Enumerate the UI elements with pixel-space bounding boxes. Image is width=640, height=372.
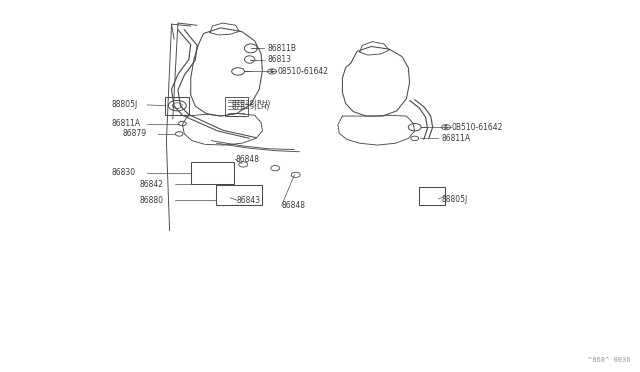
Text: 86811A: 86811A	[112, 119, 141, 128]
Bar	[419, 187, 445, 205]
Text: 88805J: 88805J	[112, 100, 138, 109]
Text: 86830: 86830	[112, 169, 136, 177]
Text: 86848: 86848	[282, 201, 306, 210]
Bar	[165, 97, 189, 115]
Text: 86848: 86848	[236, 155, 260, 164]
Bar	[225, 97, 248, 116]
Text: 86811B: 86811B	[268, 44, 296, 53]
Text: 86880: 86880	[140, 196, 164, 205]
Text: S: S	[270, 69, 274, 74]
Bar	[216, 185, 262, 205]
Text: 88805J: 88805J	[442, 195, 468, 203]
Text: 86843: 86843	[237, 196, 261, 205]
Text: 87828(RH): 87828(RH)	[232, 99, 271, 106]
Text: 86842: 86842	[140, 180, 164, 189]
Text: 86813: 86813	[268, 55, 292, 64]
Text: 08510-61642: 08510-61642	[278, 67, 329, 76]
Bar	[191, 162, 234, 184]
Text: 0B510-61642: 0B510-61642	[452, 123, 503, 132]
Text: 87829(LH): 87829(LH)	[232, 104, 270, 110]
Text: S: S	[444, 125, 448, 130]
Text: ^868^ 0036: ^868^ 0036	[588, 357, 630, 363]
Text: 86879: 86879	[123, 129, 147, 138]
Text: 86811A: 86811A	[442, 134, 471, 143]
